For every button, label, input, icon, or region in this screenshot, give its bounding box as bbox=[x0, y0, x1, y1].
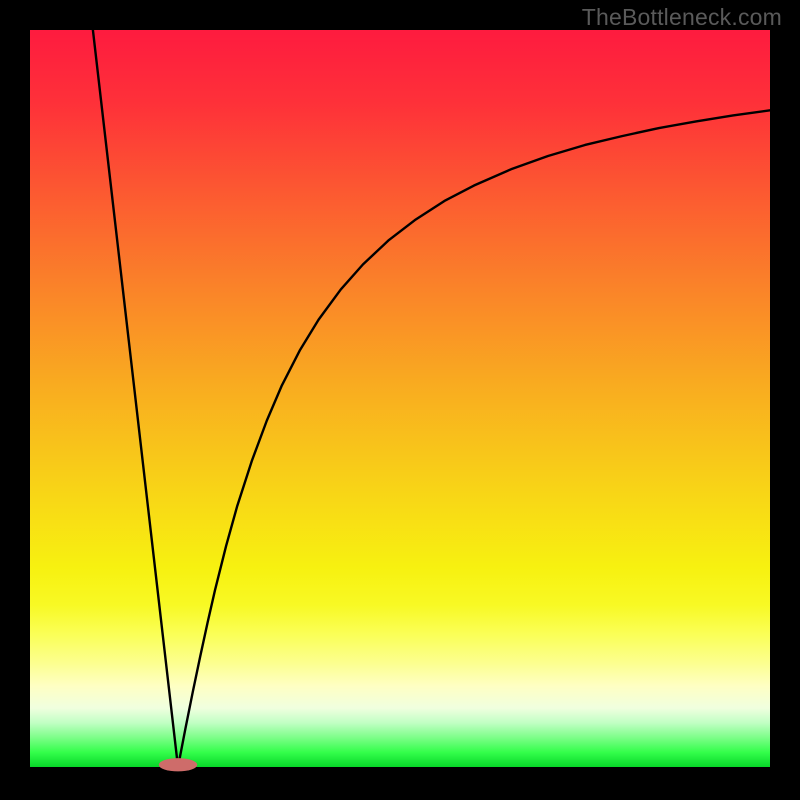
bottleneck-chart bbox=[0, 0, 800, 800]
watermark-text: TheBottleneck.com bbox=[582, 4, 782, 31]
chart-container: TheBottleneck.com bbox=[0, 0, 800, 800]
bottleneck-marker bbox=[159, 758, 197, 771]
gradient-background bbox=[30, 30, 770, 767]
